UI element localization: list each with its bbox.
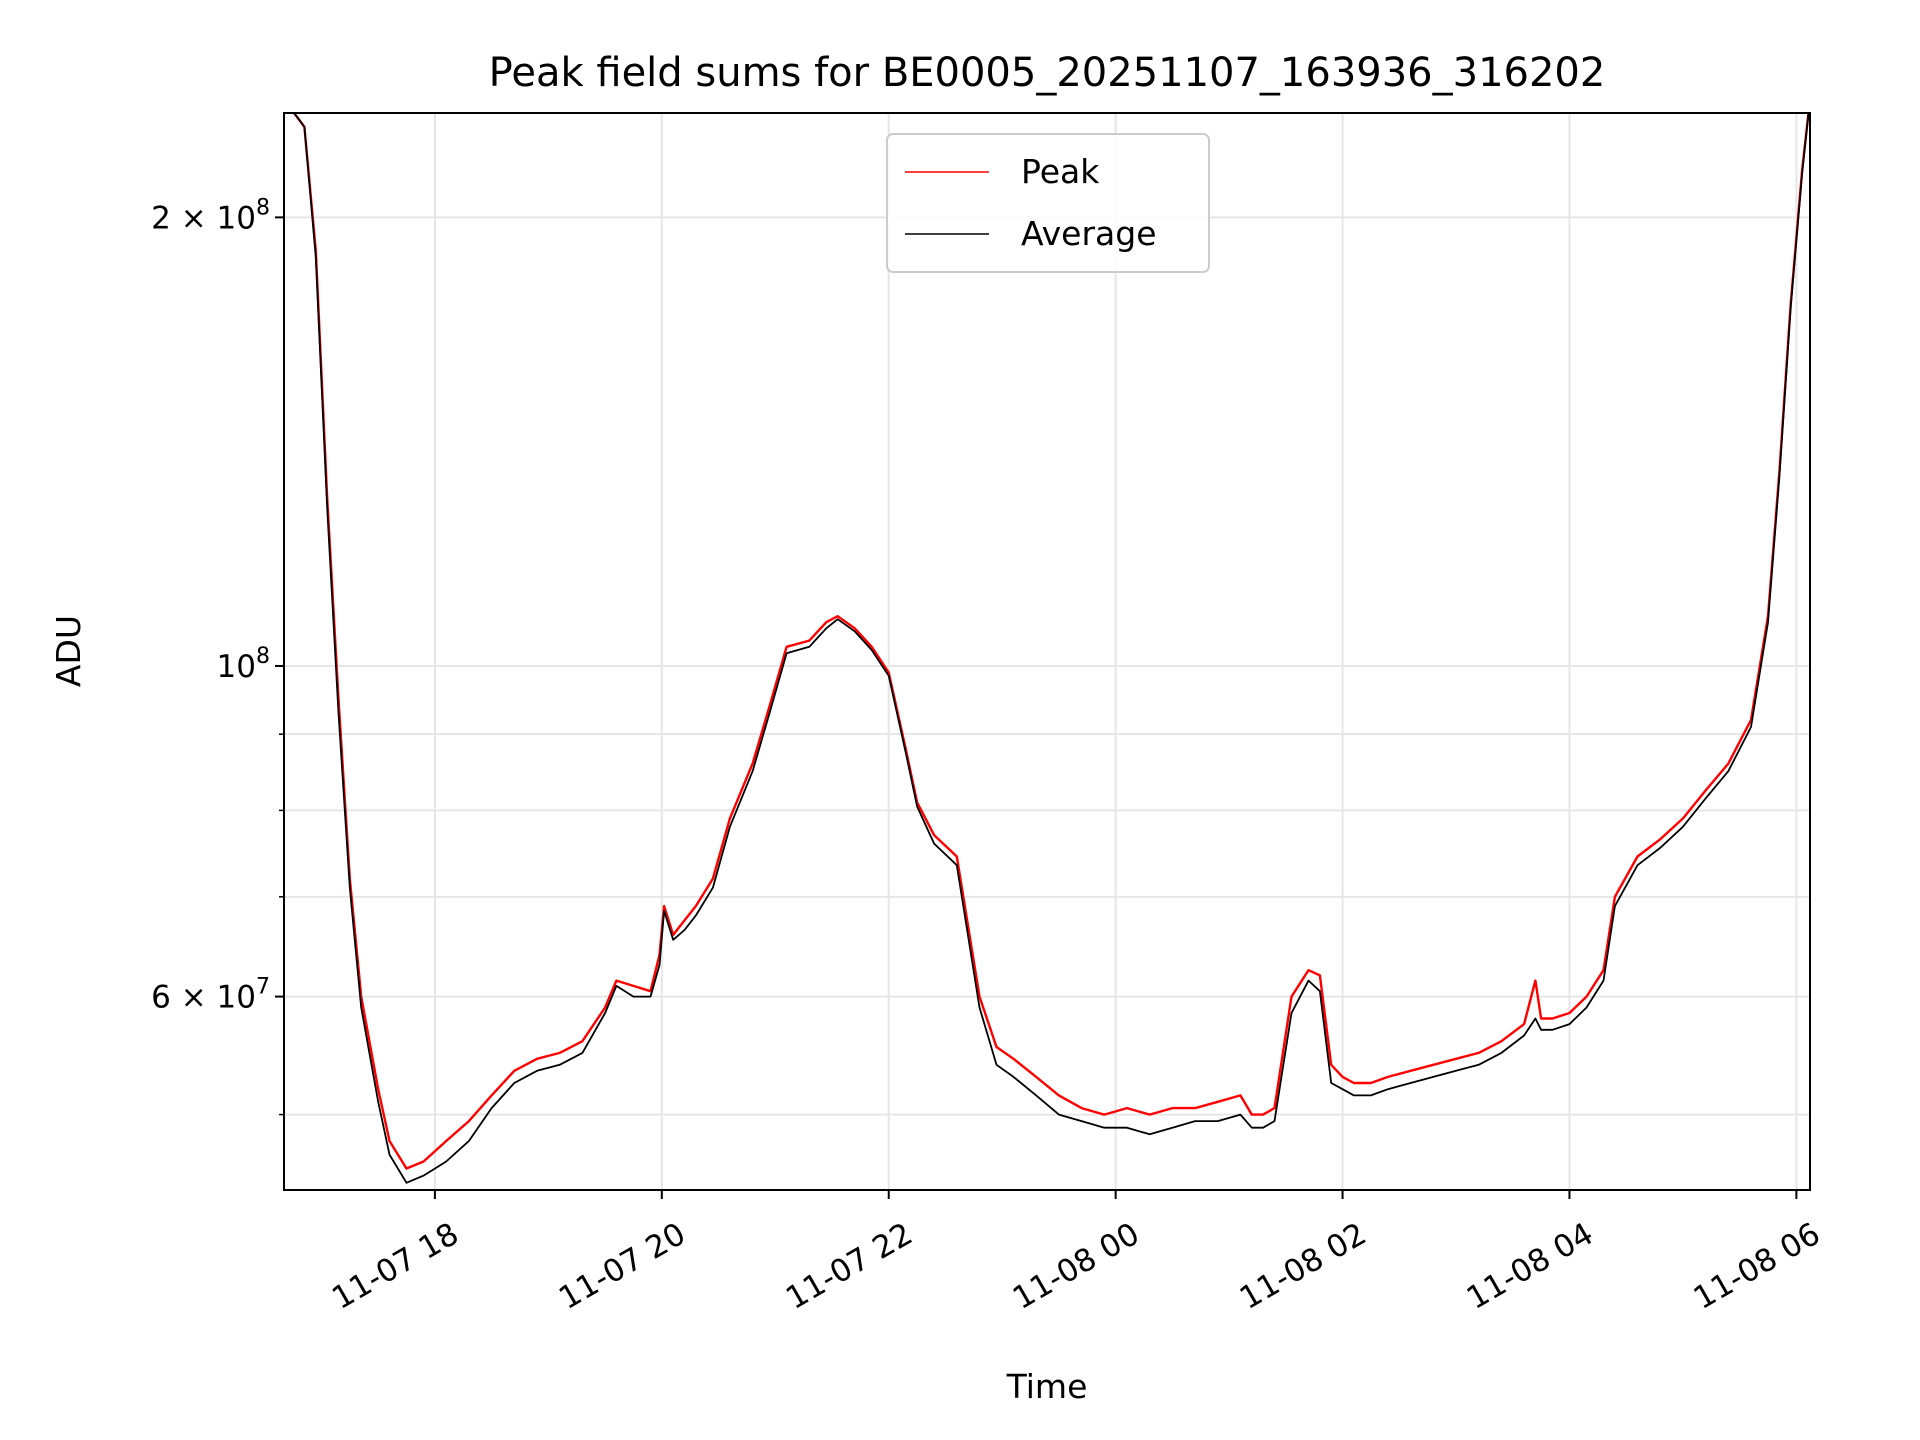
legend-box <box>886 133 1210 273</box>
legend: Peak Average <box>886 133 1210 273</box>
series-line-peak <box>292 113 1810 1170</box>
y-tick-label: 108 <box>217 644 270 685</box>
series-layer <box>292 113 1810 1184</box>
chart-title: Peak field sums for BE0005_20251107_1639… <box>489 50 1606 96</box>
y-tick-label: 2 × 108 <box>151 195 270 236</box>
legend-peak-label: Peak <box>1021 152 1100 191</box>
series-line-average <box>292 113 1810 1184</box>
y-tick-label: 6 × 107 <box>151 975 270 1016</box>
legend-average-label: Average <box>1021 214 1157 253</box>
y-axis-ticks: 6 × 107 108 2 × 108 <box>151 195 284 1116</box>
x-axis-label: Time <box>1006 1367 1088 1406</box>
y-axis-label: ADU <box>49 615 88 687</box>
plot-frame <box>283 112 1811 1191</box>
